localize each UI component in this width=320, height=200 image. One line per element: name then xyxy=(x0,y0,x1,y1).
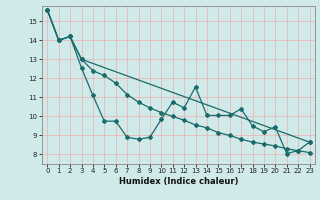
X-axis label: Humidex (Indice chaleur): Humidex (Indice chaleur) xyxy=(119,177,238,186)
